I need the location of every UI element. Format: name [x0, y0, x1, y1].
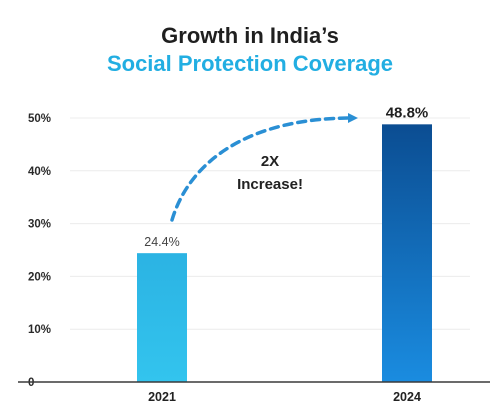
chart-subtitle: Social Protection Coverage [106, 51, 394, 76]
annotation-line-2: Increase! [237, 176, 303, 193]
value-label-2024: 48.8% [386, 104, 429, 121]
y-axis-ticks: 0 10% 20% 30% 40% 50% [28, 113, 51, 389]
value-label-2021: 24.4% [144, 235, 179, 249]
y-tick-label: 50% [28, 113, 51, 125]
chart-title: Growth in India’s [161, 23, 339, 48]
category-label-2024: 2024 [393, 390, 421, 404]
y-tick-label: 10% [28, 324, 51, 336]
bar-2024 [382, 124, 432, 382]
category-label-2021: 2021 [148, 390, 176, 404]
value-labels: 24.4% 48.8% [144, 104, 428, 249]
bars [137, 124, 432, 382]
growth-arrow [170, 113, 358, 222]
annotation-line-1: 2X [261, 153, 279, 170]
x-axis-labels: 2021 2024 [148, 390, 421, 404]
y-tick-label: 20% [28, 271, 51, 283]
y-tick-label: 30% [28, 219, 51, 231]
y-tick-label: 0 [28, 377, 34, 389]
y-tick-label: 40% [28, 166, 51, 178]
title-block: Growth in India’s Social Protection Cove… [0, 22, 500, 78]
bar-2021 [137, 253, 187, 382]
